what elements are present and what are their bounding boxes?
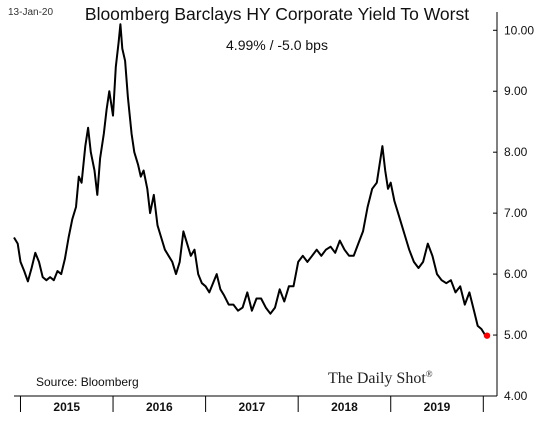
brand-logo: The Daily Shot® [328, 369, 433, 387]
date-label: 13-Jan-20 [8, 7, 53, 18]
x-tick-label: 2019 [424, 400, 451, 414]
x-tick-label: 2018 [331, 400, 358, 414]
y-tick-label: 10.00 [504, 23, 534, 37]
chart-subtitle: 4.99% / -5.0 bps [226, 37, 328, 53]
x-tick-label: 2016 [146, 400, 173, 414]
y-tick-label: 6.00 [504, 267, 528, 281]
brand-mark: ® [426, 369, 433, 379]
y-tick-label: 5.00 [504, 328, 528, 342]
y-axis: 4.00 5.00 6.00 7.00 8.00 9.00 10.00 [493, 23, 534, 403]
chart-title: Bloomberg Barclays HY Corporate Yield To… [85, 4, 469, 24]
x-axis: 2015 2016 2017 2018 2019 [19, 396, 484, 414]
last-point-marker [483, 332, 491, 339]
y-tick-label: 4.00 [504, 389, 528, 403]
brand-name: The Daily Shot [328, 370, 426, 387]
x-tick-label: 2017 [239, 400, 266, 414]
y-tick-label: 7.00 [504, 206, 528, 220]
y-tick-label: 9.00 [504, 84, 528, 98]
yield-series-line [13, 23, 488, 337]
source-label: Source: Bloomberg [36, 375, 139, 389]
x-tick-label: 2015 [53, 400, 80, 414]
y-tick-label: 8.00 [504, 145, 528, 159]
